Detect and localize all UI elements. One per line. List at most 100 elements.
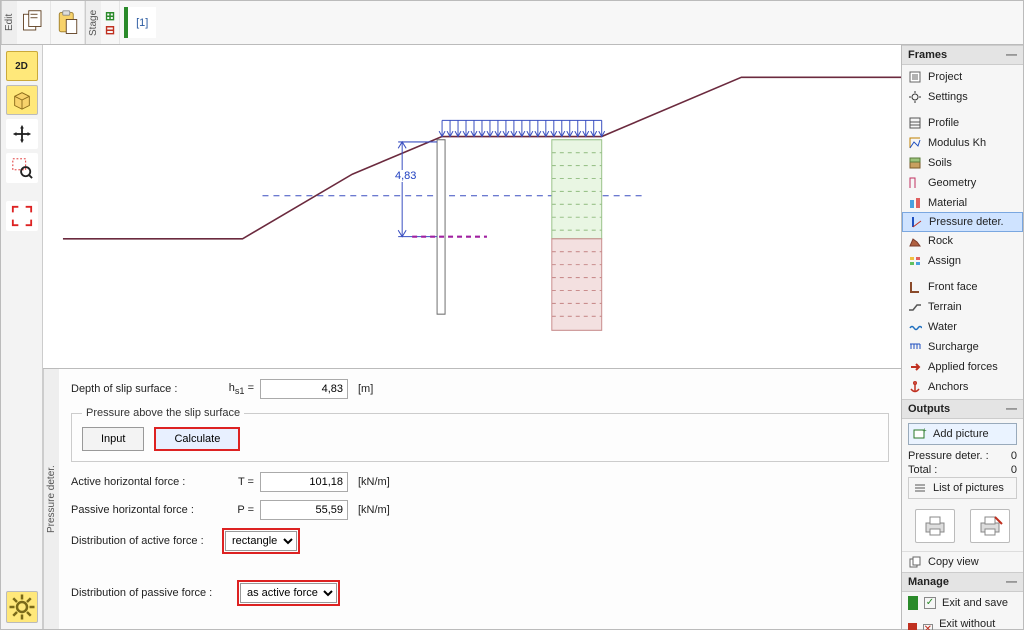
stage-tab-1[interactable]: [1] (124, 7, 156, 38)
active-force-symbol: T = (222, 476, 254, 488)
nav-settings-label: Settings (928, 91, 968, 103)
stage-add-button[interactable]: ⊞ (105, 10, 115, 22)
copy-docs-button[interactable] (17, 1, 51, 44)
dist-active-select[interactable]: rectangle (225, 531, 297, 551)
nav-frontface[interactable]: Front face (902, 277, 1023, 297)
stage-remove-button[interactable]: ⊟ (105, 24, 115, 36)
active-force-unit: [kN/m] (358, 476, 390, 488)
modulus-icon (908, 136, 922, 150)
active-force-label: Active horizontal force : (71, 476, 216, 488)
toolbar-section-edit-label: Edit (1, 1, 17, 44)
passive-force-unit: [kN/m] (358, 504, 390, 516)
material-icon (908, 196, 922, 210)
dist-active-row: Distribution of active force : rectangle (71, 528, 889, 554)
active-force-input[interactable] (260, 472, 348, 492)
view-3d-button[interactable] (6, 85, 38, 115)
list-pictures-label: List of pictures (933, 482, 1004, 494)
nav-assign-label: Assign (928, 255, 961, 267)
surcharge-icon (908, 340, 922, 354)
frames-collapse-button[interactable]: — (1006, 49, 1017, 61)
copy-view-button[interactable]: Copy view (902, 551, 1023, 572)
depth-unit: [m] (358, 383, 373, 395)
app-root: Edit Stage ⊞ ⊟ [1] 2D (0, 0, 1024, 630)
geometry-icon (908, 176, 922, 190)
output-pressure-label: Pressure deter. : (908, 450, 989, 462)
nav-surcharge-label: Surcharge (928, 341, 979, 353)
nav-modulus[interactable]: Modulus Kh (902, 133, 1023, 153)
view-2d-button[interactable]: 2D (6, 51, 38, 81)
add-picture-button[interactable]: + Add picture (908, 423, 1017, 445)
nav-project[interactable]: Project (902, 67, 1023, 87)
add-picture-label: Add picture (933, 428, 989, 440)
passive-force-input[interactable] (260, 500, 348, 520)
nav-anchors-label: Anchors (928, 381, 968, 393)
terrain-icon (908, 300, 922, 314)
input-button[interactable]: Input (82, 427, 144, 451)
pan-button[interactable] (6, 119, 38, 149)
dist-passive-label: Distribution of passive force : (71, 587, 231, 599)
depth-label: Depth of slip surface : (71, 383, 216, 395)
output-total-label: Total : (908, 464, 937, 476)
nav-surcharge[interactable]: Surcharge (902, 337, 1023, 357)
nav-pressure-deter[interactable]: Pressure deter. (902, 212, 1023, 232)
dist-active-highlight: rectangle (222, 528, 300, 554)
exit-nosave-button[interactable]: ✕ Exit without saving (902, 614, 1023, 630)
nav-rock[interactable]: Rock (902, 231, 1023, 251)
calculate-button[interactable]: Calculate (154, 427, 240, 451)
nav-soils[interactable]: Soils (902, 153, 1023, 173)
profile-icon (908, 116, 922, 130)
toolbar-section-stage-label: Stage (85, 1, 101, 44)
frontface-icon (908, 280, 922, 294)
list-pictures-button[interactable]: List of pictures (908, 477, 1017, 499)
nav-profile[interactable]: Profile (902, 113, 1023, 133)
dist-passive-select[interactable]: as active force (240, 583, 337, 603)
pressure-legend: Pressure above the slip surface (82, 407, 244, 419)
nav-terrain-label: Terrain (928, 301, 962, 313)
forces-icon (908, 360, 922, 374)
drawing-canvas[interactable]: 4,83 (43, 45, 901, 369)
nav-soils-label: Soils (928, 157, 952, 169)
output-total-value: 0 (1011, 464, 1017, 476)
frames-nav: Project Settings Profile Modulus Kh (902, 65, 1023, 399)
nav-frontface-label: Front face (928, 281, 978, 293)
settings-gear-button[interactable] (6, 591, 38, 623)
depth-input[interactable] (260, 379, 348, 399)
nav-material[interactable]: Material (902, 193, 1023, 213)
paste-button[interactable] (51, 1, 85, 44)
green-chip-icon (908, 596, 918, 610)
copy-icon (908, 555, 922, 569)
add-picture-icon: + (913, 427, 927, 441)
soils-icon (908, 156, 922, 170)
nav-applied-forces[interactable]: Applied forces (902, 357, 1023, 377)
view-2d-label: 2D (15, 61, 28, 72)
water-icon (908, 320, 922, 334)
bottom-panel: Pressure deter. Depth of slip surface : … (43, 369, 901, 629)
pressure-fieldset: Pressure above the slip surface Input Ca… (71, 407, 889, 462)
fit-view-button[interactable] (6, 201, 38, 231)
nav-assign[interactable]: Assign (902, 251, 1023, 271)
print-button-2[interactable] (970, 509, 1010, 543)
zoom-region-button[interactable] (6, 153, 38, 183)
nav-settings[interactable]: Settings (902, 87, 1023, 107)
exit-save-button[interactable]: ✓ Exit and save (902, 592, 1023, 614)
dist-passive-row: Distribution of passive force : as activ… (71, 580, 889, 606)
active-force-row: Active horizontal force : T = [kN/m] (71, 472, 889, 492)
bottom-form: Depth of slip surface : hs1 = [m] Pressu… (59, 369, 901, 629)
print-button-1[interactable] (915, 509, 955, 543)
nav-terrain[interactable]: Terrain (902, 297, 1023, 317)
nav-geometry[interactable]: Geometry (902, 173, 1023, 193)
dist-active-label: Distribution of active force : (71, 535, 216, 547)
passive-force-row: Passive horizontal force : P = [kN/m] (71, 500, 889, 520)
manage-collapse-button[interactable]: — (1006, 576, 1017, 588)
outputs-collapse-button[interactable]: — (1006, 403, 1017, 415)
outputs-panel-head: Outputs — (902, 399, 1023, 419)
nav-water[interactable]: Water (902, 317, 1023, 337)
stage-add-remove: ⊞ ⊟ (101, 1, 120, 44)
nav-profile-label: Profile (928, 117, 959, 129)
nav-anchors[interactable]: Anchors (902, 377, 1023, 397)
manage-panel-head: Manage — (902, 572, 1023, 592)
passive-force-label: Passive horizontal force : (71, 504, 216, 516)
dimension-value-label: 4,83 (393, 170, 418, 182)
rock-icon (908, 234, 922, 248)
depth-symbol: hs1 = (222, 382, 254, 396)
